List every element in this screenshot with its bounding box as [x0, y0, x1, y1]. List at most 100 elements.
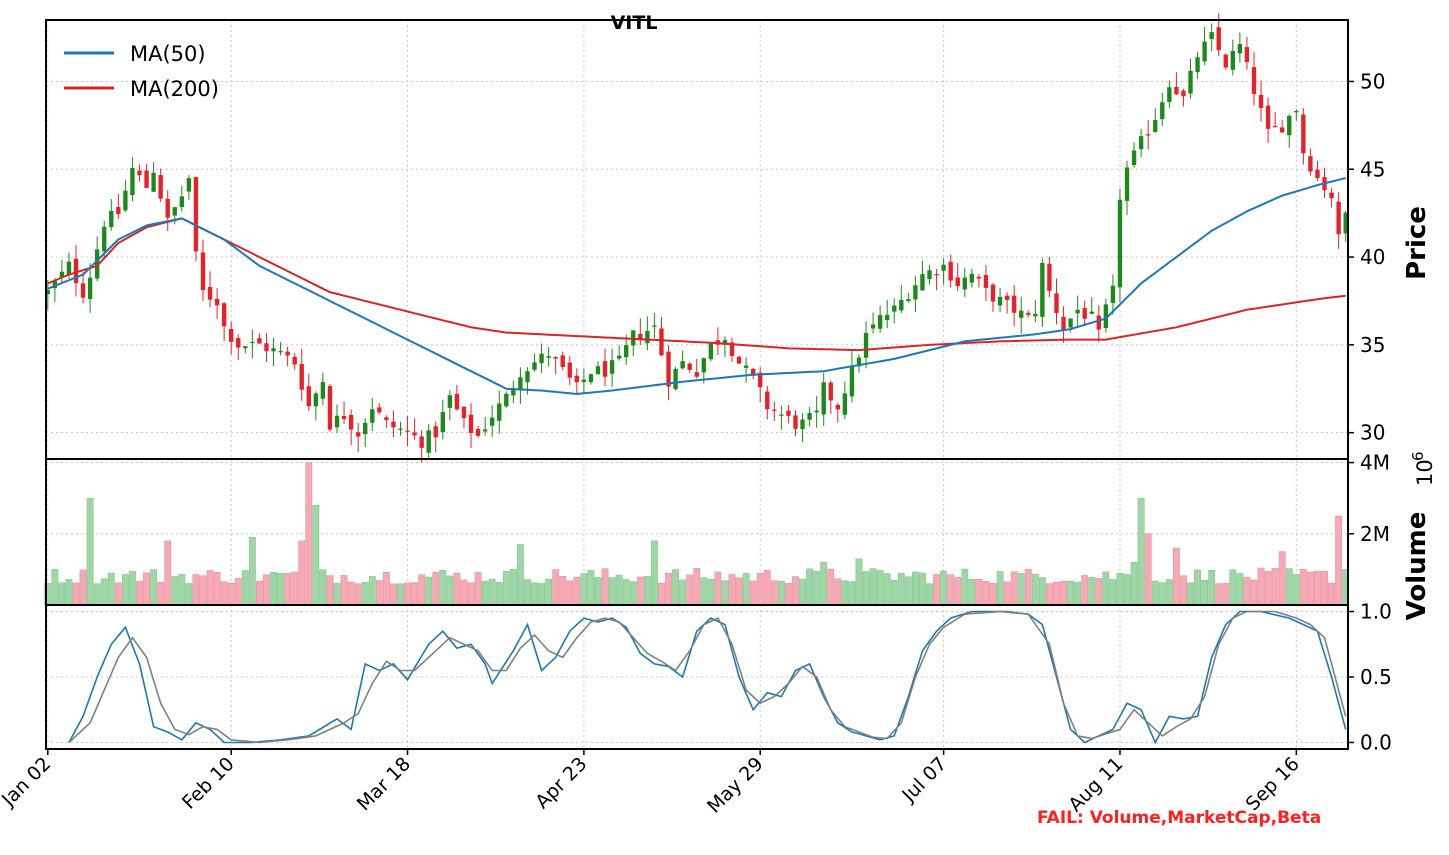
candle-body	[264, 343, 269, 352]
candle-body	[80, 283, 86, 298]
volume-bar	[926, 583, 933, 606]
volume-bar	[114, 582, 122, 606]
volume-bar	[488, 578, 496, 606]
volume-bar	[820, 562, 828, 606]
volume-bar	[545, 578, 553, 606]
volume-bar	[1109, 579, 1117, 606]
candle-body	[574, 375, 580, 383]
volume-bar	[1257, 567, 1265, 606]
volume-bar	[1031, 573, 1039, 606]
candle-body	[1033, 314, 1038, 317]
candle-body	[504, 393, 509, 407]
candle-body	[461, 406, 467, 419]
candle-body	[1054, 293, 1059, 313]
candle-body	[772, 409, 777, 411]
candle-body	[892, 305, 897, 312]
candle-body	[1019, 310, 1024, 318]
volume-bar	[1081, 575, 1089, 606]
volume-bar	[129, 571, 136, 606]
volume-bar	[524, 579, 531, 606]
volume-bar	[559, 576, 567, 606]
volume-bar	[65, 579, 73, 606]
candle-body	[729, 342, 735, 357]
volume-bar	[1278, 551, 1286, 606]
candle-body	[1272, 126, 1278, 128]
candle-body	[320, 382, 326, 399]
candle-body	[327, 386, 333, 430]
volume-bar	[206, 570, 214, 606]
stochastic-d-line	[68, 610, 1347, 744]
volume-bar	[672, 569, 679, 606]
candle-body	[849, 365, 855, 397]
volume-bar	[93, 583, 101, 606]
volume-bar	[954, 576, 962, 606]
volume-bar	[1243, 576, 1251, 606]
candle-body	[560, 355, 565, 368]
volume-offset-label: 10 6	[1409, 451, 1437, 486]
candle-body	[490, 417, 495, 426]
volume-bar	[516, 544, 524, 606]
volume-bar	[277, 572, 284, 606]
volume-bar	[178, 574, 186, 606]
volume-bar	[284, 573, 292, 606]
volume-bar	[481, 580, 489, 606]
candle-body	[1251, 67, 1257, 95]
volume-bar	[538, 583, 545, 606]
candle-body	[997, 296, 1003, 306]
candle-body	[1230, 51, 1236, 70]
volume-bar	[1137, 497, 1145, 606]
volume-bar	[813, 570, 821, 606]
candle-body	[687, 363, 692, 370]
candle-body	[793, 415, 798, 429]
volume-bar	[418, 574, 426, 606]
candle-body	[786, 410, 791, 416]
candle-body	[1075, 309, 1080, 314]
candle-body	[214, 298, 220, 306]
volume-bar	[291, 571, 299, 606]
candle-body	[52, 280, 58, 289]
candle-body	[779, 414, 784, 416]
candle-body	[102, 226, 107, 252]
candle-body	[842, 393, 848, 415]
volume-bar	[467, 582, 475, 606]
candle-body	[94, 249, 100, 279]
volume-bar	[192, 574, 200, 606]
candle-body	[123, 190, 128, 211]
volume-bar	[432, 571, 440, 606]
volume-bar	[213, 571, 221, 606]
volume-bar	[869, 568, 877, 606]
candle-body	[743, 365, 749, 368]
candle-body	[546, 356, 551, 358]
candle-body	[447, 395, 453, 408]
candle-body	[1223, 54, 1228, 68]
volume-bar	[968, 579, 976, 606]
candle-body	[405, 430, 410, 432]
candle-body	[525, 371, 530, 383]
candle-body	[398, 428, 403, 430]
candle-body	[539, 353, 544, 364]
volume-bar	[298, 540, 306, 606]
price-panel-frame	[45, 19, 1349, 460]
candle-body	[595, 366, 601, 375]
candle-body	[870, 324, 876, 329]
volume-bar	[785, 582, 792, 606]
candle-body	[1209, 32, 1214, 40]
candle-body	[1329, 192, 1334, 199]
candle-body	[722, 340, 728, 345]
volume-bar	[1060, 580, 1067, 606]
volume-bar	[411, 582, 419, 606]
legend-label-ma50: MA(50)	[130, 42, 206, 66]
candle-body	[116, 206, 121, 215]
volume-bar	[1229, 569, 1237, 606]
candle-body	[412, 432, 417, 436]
x-tick-label: May 29	[703, 753, 768, 818]
candle-body	[73, 258, 79, 284]
volume-bar	[1187, 582, 1194, 606]
candle-body	[856, 357, 862, 367]
y-tick-label: 40	[1360, 245, 1385, 269]
candle-body	[1280, 127, 1285, 133]
x-tick-label: Mar 18	[353, 753, 415, 815]
volume-bar	[1123, 574, 1131, 606]
candle-body	[497, 403, 502, 421]
candle-body	[807, 412, 812, 420]
